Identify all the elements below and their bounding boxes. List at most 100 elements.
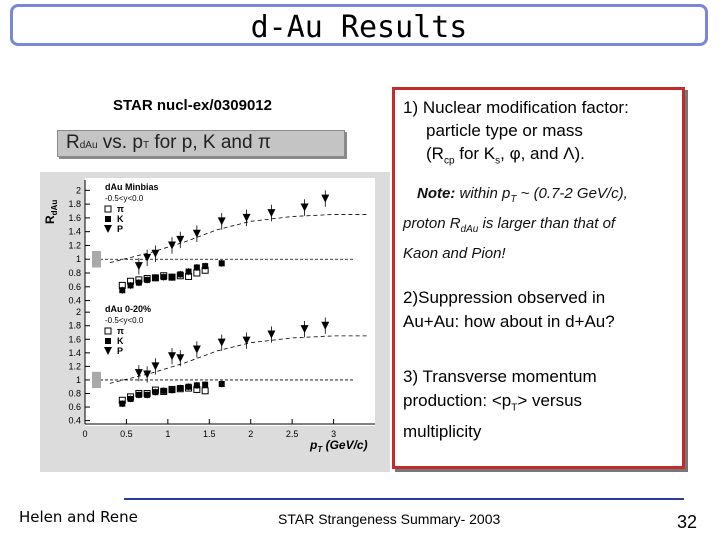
note-label: Note: (417, 185, 456, 202)
point-3: 3) Transverse momentum production: <pT> … (403, 365, 597, 444)
point-1-line-1: 1) Nuclear modification factor: (403, 98, 629, 117)
y-axis-label-sub: dAu (50, 200, 59, 216)
kaon-point (202, 381, 209, 388)
x-tick-label: 0 (82, 429, 87, 439)
note-l1-a: within p (455, 185, 511, 202)
note-line-3: Kaon and Pion! (403, 245, 506, 262)
p1-l3-sub2: s (495, 155, 501, 167)
footer-divider (124, 498, 684, 500)
label-rest: for p, K and π (149, 132, 271, 153)
p3-l2-sub: T (511, 402, 518, 414)
proton-point (192, 345, 201, 354)
kaon-point (152, 389, 159, 396)
kaon-point (127, 395, 134, 402)
proton-point (176, 235, 185, 244)
kaon-point (185, 268, 192, 275)
rdau-chart: 0.4 0.6 0.8 1 1.2 1.4 1.6 1.8 2 dAu Minbias -0.5<y… (43, 178, 375, 454)
note-l1-b: ~ (0.7-2 GeV/c), (516, 185, 628, 202)
proton-point (300, 325, 309, 334)
y-tick-label: 2 (76, 307, 81, 317)
reference-text: STAR nucl-ex/0309012 (113, 97, 272, 114)
point-3-line-2: production: <pT> versus (403, 391, 583, 414)
footer-authors: Helen and Rene (19, 508, 138, 526)
proton-point (267, 330, 276, 339)
kaon-point (135, 391, 142, 398)
note-line-1: Note: within pT ~ (0.7-2 GeV/c), (403, 185, 628, 205)
page-number: 32 (677, 512, 698, 532)
x-axis-label-sub: T (317, 445, 323, 454)
legend-subtitle: -0.5<y<0.0 (105, 194, 144, 203)
legend-label: K (117, 214, 124, 224)
point-1-line-2: particle type or mass (426, 121, 583, 140)
legend-subtitle: -0.5<y<0.0 (105, 316, 144, 325)
y-tick-label: 0.6 (68, 402, 81, 412)
x-axis-label-unit: (GeV/c) (322, 438, 367, 452)
x-tick-label: 2.5 (286, 429, 299, 439)
kaon-point (119, 287, 126, 294)
legend-marker (104, 205, 112, 213)
point-2: 2)Suppression observed in Au+Au: how abo… (403, 286, 615, 334)
summary-box: 1) Nuclear modification factor: particle… (392, 87, 685, 469)
kaon-point (218, 260, 225, 267)
legend-marker (104, 225, 112, 233)
proton-point (242, 336, 251, 345)
footer-title: STAR Strangeness Summary- 2003 (278, 511, 501, 527)
point-1-line-3: (Rcp for Ks, φ, and Λ). (403, 142, 629, 172)
kaon-point (152, 274, 159, 281)
label-mid: vs. p (97, 132, 143, 153)
legend-marker (105, 216, 111, 222)
p1-l3-a: (R (426, 144, 444, 163)
legend-label: K (117, 336, 124, 346)
title-box: d-Au Results (10, 4, 708, 46)
proton-point (151, 249, 160, 258)
proton-point (134, 369, 143, 378)
kaon-point (160, 387, 167, 394)
point-2-line-2: Au+Au: how about in d+Au? (403, 312, 615, 331)
p1-l3-b: for K (454, 144, 496, 163)
point-3-line-3: multiplicity (403, 422, 482, 442)
x-tick-label: 0.5 (120, 429, 133, 439)
y-tick-label: 2 (76, 185, 81, 195)
kaon-point (177, 271, 184, 278)
note: Note: within pT ~ (0.7-2 GeV/c), proton … (403, 182, 628, 266)
p1-l3-sub: cp (443, 155, 455, 167)
kaon-point (193, 382, 200, 389)
x-tick-label: 3 (331, 429, 336, 439)
y-tick-label: 0.8 (68, 268, 81, 278)
point-3-line-1: 3) Transverse momentum (403, 367, 597, 386)
proton-point (168, 352, 176, 361)
note-l2-a: proton R (403, 215, 461, 232)
note-l2-b: is larger than that of (478, 215, 616, 232)
slide-title: d-Au Results (250, 10, 468, 45)
y-tick-label: 1.6 (68, 334, 81, 344)
proton-point (192, 229, 201, 238)
x-tick-label: 1.5 (203, 429, 216, 439)
y-tick-label: 0.4 (68, 296, 81, 306)
p3-l2-b: > versus (517, 391, 583, 410)
point-2-line-1: 2)Suppression observed in (403, 288, 606, 307)
y-tick-label: 0.4 (68, 416, 81, 426)
chart-label: RdAu vs. pT for p, K and π (66, 132, 271, 154)
proton-point (168, 241, 176, 250)
kaon-point (202, 263, 209, 270)
chart-label-box: RdAu vs. pT for p, K and π (57, 130, 345, 157)
kaon-point (218, 381, 225, 388)
figure-panel: 0.4 0.6 0.8 1 1.2 1.4 1.6 1.8 2 dAu Minbias -0.5<y… (40, 172, 390, 472)
legend-label: π (117, 204, 124, 214)
legend-label: P (117, 224, 123, 234)
reference-curve (109, 335, 367, 384)
note-l2-sub: dAu (460, 224, 479, 235)
y-tick-label: 1.2 (68, 240, 81, 250)
legend-marker (104, 347, 112, 355)
note-line-2: proton RdAu is larger than that of (403, 215, 616, 235)
proton-point (300, 203, 309, 212)
kaon-point (169, 387, 175, 394)
proton-point (267, 209, 276, 218)
x-axis-label: pT (GeV/c) (309, 438, 368, 454)
proton-point (151, 362, 160, 371)
proton-point (217, 217, 226, 226)
proton-point (134, 262, 143, 271)
proton-point (321, 321, 330, 330)
legend-label: π (117, 326, 124, 336)
p1-l3-c: , φ, and Λ). (500, 144, 585, 163)
